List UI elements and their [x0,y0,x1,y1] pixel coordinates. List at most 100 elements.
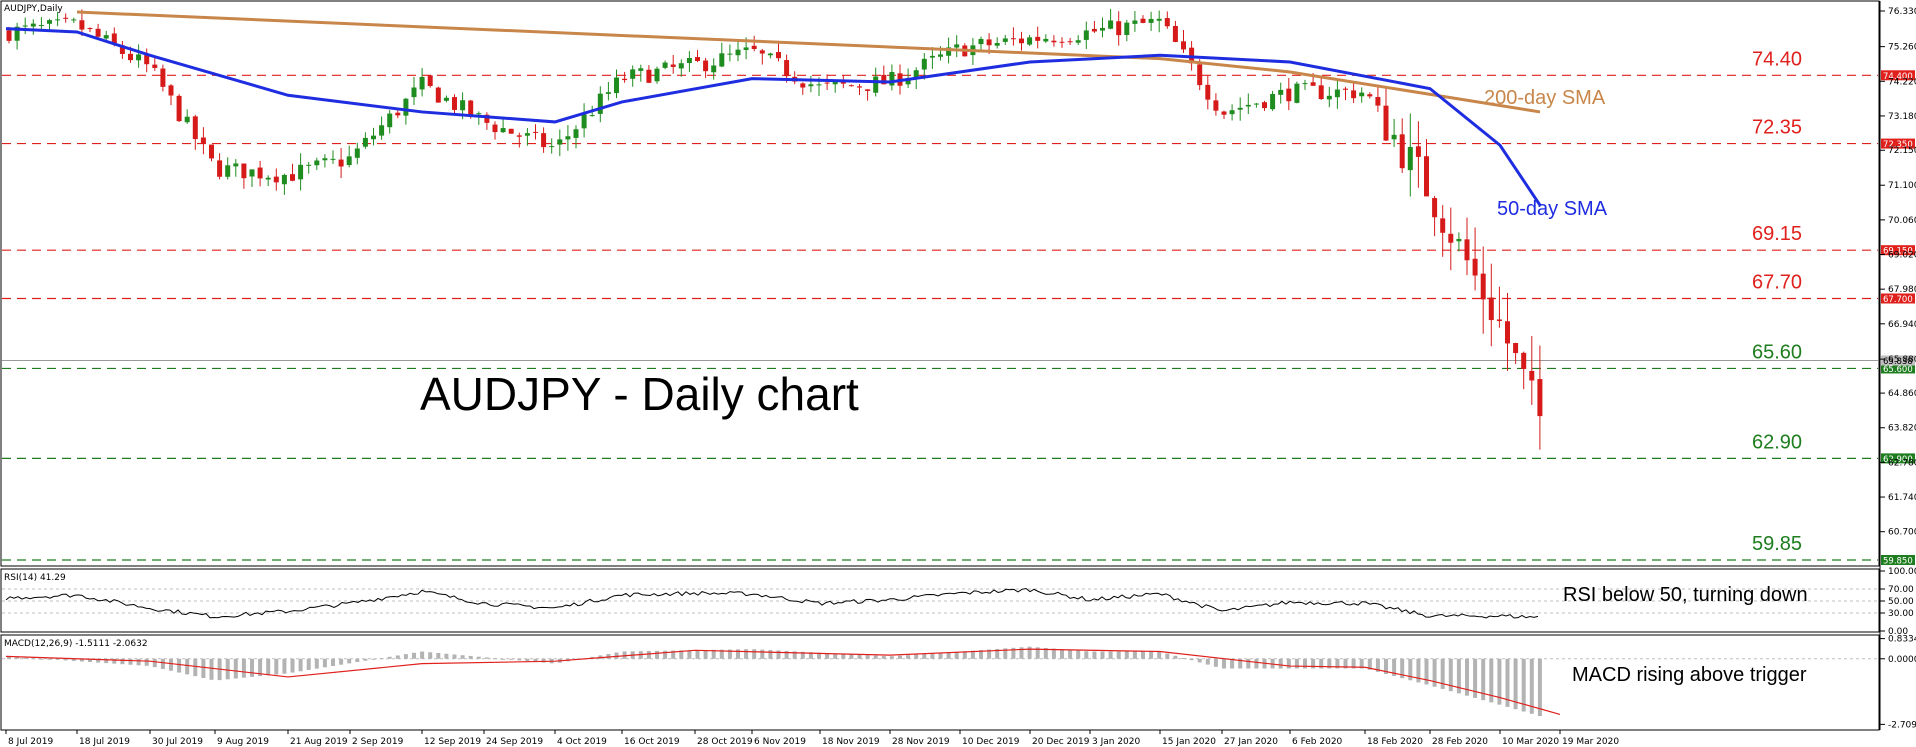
x-tick-label: 6 Feb 2020 [1292,737,1343,747]
x-tick-label: 18 Jul 2019 [79,737,130,747]
macd-histogram-bar [962,651,967,659]
candle-body [322,158,328,161]
macd-histogram-bar [1359,658,1364,669]
macd-annotation: MACD rising above trigger [1572,664,1807,686]
macd-histogram-bar [1448,658,1453,692]
candle-body [865,89,871,91]
candle-body [184,116,190,123]
macd-histogram-bar [128,658,133,665]
candle-body [1399,134,1405,169]
macd-histogram-bar [865,655,870,659]
level-price-tag [1881,453,1915,464]
x-tick-label: 18 Nov 2019 [822,737,880,747]
macd-histogram-bar [1116,651,1121,659]
candle-body [1326,95,1332,100]
macd-histogram-bar [266,658,271,676]
macd-histogram-bar [711,649,716,659]
macd-histogram-bar [152,658,157,668]
macd-histogram-bar [1497,658,1502,705]
macd-histogram-bar [1230,658,1235,669]
macd-histogram-bar [922,653,927,659]
macd-tick-label: -2.7094 [1888,720,1916,730]
candle-body [946,47,952,56]
candle-body [654,68,660,82]
x-tick-label: 10 Mar 2020 [1502,737,1559,747]
candle-body [524,133,530,136]
candle-body [79,20,85,30]
macd-histogram-bar [428,652,433,659]
current-price-tag-text: 65.838 [1883,357,1913,367]
candle-body [176,95,182,122]
level-price-tag-text: 65.600 [1883,365,1913,375]
macd-histogram-bar [96,658,101,663]
macd-histogram-bar [363,658,368,661]
level-price-tag [1881,555,1915,566]
candle-body [905,77,911,85]
candle-body [1367,94,1373,97]
level-label: 74.40 [1752,48,1802,70]
x-tick-label: 2 Sep 2019 [352,737,404,747]
candle-body [257,167,263,179]
macd-histogram-bar [193,658,198,677]
candle-body [1140,18,1146,23]
x-tick-label: 30 Jul 2019 [152,737,203,747]
macd-histogram-bar [1165,653,1170,659]
candle-body [1529,370,1535,381]
macd-histogram-bar [403,654,408,659]
macd-histogram-bar [671,650,676,659]
candle-body [1375,97,1381,106]
candle-body [1270,94,1276,110]
candle-body [881,74,887,85]
x-tick-label: 20 Dec 2019 [1032,737,1090,747]
candle-body [200,137,206,144]
candle-body [1108,20,1114,29]
price-tick-label: 62.780 [1888,458,1916,468]
candle-body [346,156,352,165]
candle-body [978,38,984,45]
candle-body [557,139,563,145]
macd-histogram-bar [7,656,11,659]
macd-histogram-bar [995,648,1000,659]
macd-histogram-bar [144,658,149,666]
candle-body [589,115,595,117]
macd-histogram-bar [1100,651,1105,659]
macd-histogram-bar [817,652,821,659]
macd-histogram-bar [1019,647,1024,659]
macd-histogram-bar [484,657,489,659]
rsi-header: RSI(14) 41.29 [4,573,66,583]
symbol-header: AUDJPY,Daily [4,4,63,14]
macd-histogram-bar [306,658,311,670]
candle-body [452,97,457,110]
level-price-tag-text: 72.350 [1883,140,1913,150]
macd-histogram-bar [679,650,684,659]
macd-histogram-bar [533,658,538,662]
macd-histogram-bar [1141,651,1145,659]
candle-body [273,176,279,183]
macd-histogram-bar [784,650,789,659]
candle-body [1059,41,1065,43]
candle-body [889,72,895,86]
macd-histogram-bar [31,658,36,660]
candle-body [1472,258,1478,276]
x-tick-label: 16 Oct 2019 [624,737,680,747]
macd-histogram-bar [1343,658,1348,669]
macd-histogram-bar [898,655,902,659]
level-price-tag-text: 69.150 [1883,247,1913,257]
macd-histogram-bar [1181,657,1186,659]
candle-body [743,47,749,50]
candle-body [1391,134,1397,140]
candle-body [144,54,150,65]
price-tick-label: 67.980 [1888,285,1916,295]
candle-body [1521,352,1527,369]
candle-body [695,57,700,62]
macd-histogram-bar [1392,658,1397,677]
candle-body [1359,92,1365,97]
rsi-panel-frame [0,568,1880,633]
candle-body [1124,22,1130,35]
candle-body [47,20,52,24]
macd-histogram-bar [104,658,109,664]
candle-body [1197,64,1203,86]
candle-body [371,135,376,140]
candle-body [500,128,506,133]
candle-body [476,113,482,115]
